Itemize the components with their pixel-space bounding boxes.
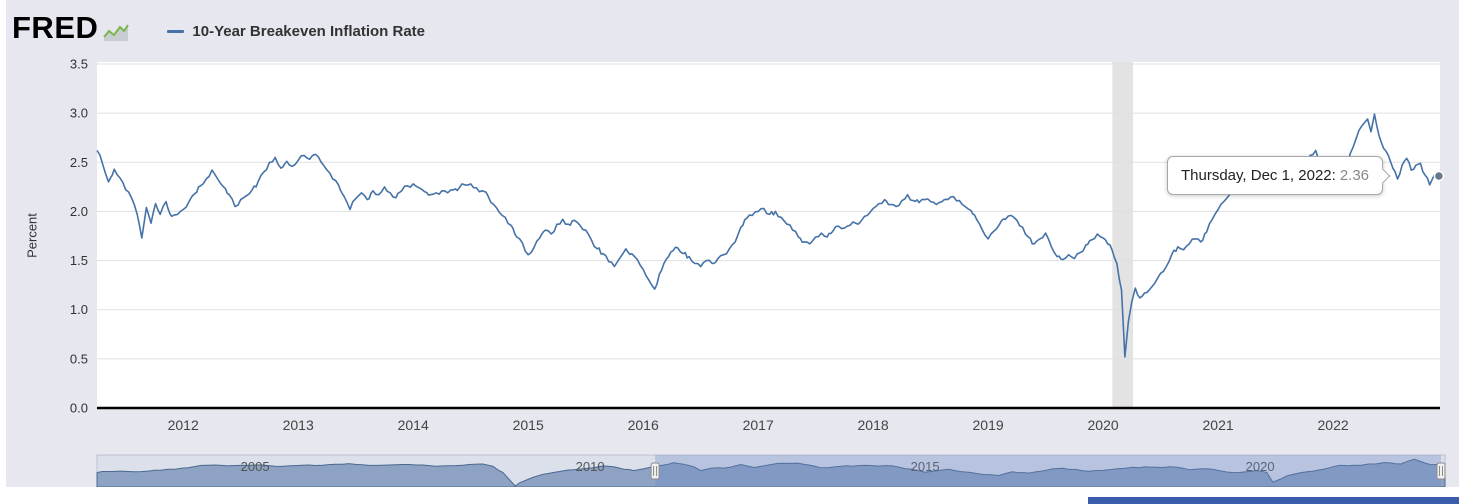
legend-line-marker (167, 29, 185, 33)
navigator-handle-right[interactable] (1436, 462, 1446, 480)
tooltip-value: 2.36 (1339, 167, 1370, 184)
y-tick-label: 1.0 (70, 302, 88, 317)
fred-logo[interactable]: FRED (12, 9, 130, 47)
y-axis-title: Percent (24, 213, 40, 258)
navigator-year-label: 2005 (241, 459, 270, 474)
navigator-year-label: 2010 (576, 459, 605, 474)
header: FRED 10-Year Breakeven Inflation Rate (12, 6, 425, 52)
y-tick-label: 2.0 (70, 204, 88, 219)
plot-area[interactable] (97, 62, 1440, 408)
hover-point-marker[interactable] (1433, 170, 1445, 182)
x-tick-label: 2014 (398, 417, 429, 433)
x-tick-label: 2020 (1088, 417, 1119, 433)
fred-sparkline-icon (103, 16, 130, 47)
y-tick-label: 2.5 (70, 155, 88, 170)
x-tick-label: 2016 (628, 417, 659, 433)
x-tick-label: 2018 (858, 417, 889, 433)
left-edge-strip (0, 0, 6, 504)
fred-logo-text: FRED (12, 9, 99, 45)
y-tick-label: 0.5 (70, 351, 88, 366)
x-tick-label: 2019 (973, 417, 1004, 433)
y-tick-label: 0.0 (70, 401, 88, 416)
y-tick-label: 3.0 (70, 106, 88, 121)
bottom-accent-bar (1088, 497, 1459, 504)
tooltip: Thursday, Dec 1, 2022: 2.36 (1167, 156, 1384, 195)
navigator-handle-left[interactable] (650, 462, 660, 480)
y-tick-label: 3.5 (70, 57, 88, 72)
legend-label: 10-Year Breakeven Inflation Rate (192, 22, 425, 40)
y-tick-label: 1.5 (70, 253, 88, 268)
series-legend[interactable]: 10-Year Breakeven Inflation Rate (167, 23, 425, 40)
recession-band (1112, 62, 1133, 408)
x-tick-label: 2015 (513, 417, 544, 433)
x-tick-label: 2021 (1203, 417, 1234, 433)
x-tick-label: 2017 (743, 417, 774, 433)
x-tick-label: 2013 (283, 417, 314, 433)
navigator-year-label: 2020 (1246, 459, 1275, 474)
navigator-selected-range[interactable] (655, 455, 1441, 487)
tooltip-date: Thursday, Dec 1, 2022: (1181, 167, 1336, 184)
x-tick-label: 2022 (1318, 417, 1349, 433)
navigator-area (96, 458, 1446, 488)
series-line (96, 113, 1440, 358)
navigator-year-label: 2015 (911, 459, 940, 474)
x-tick-label: 2012 (168, 417, 199, 433)
